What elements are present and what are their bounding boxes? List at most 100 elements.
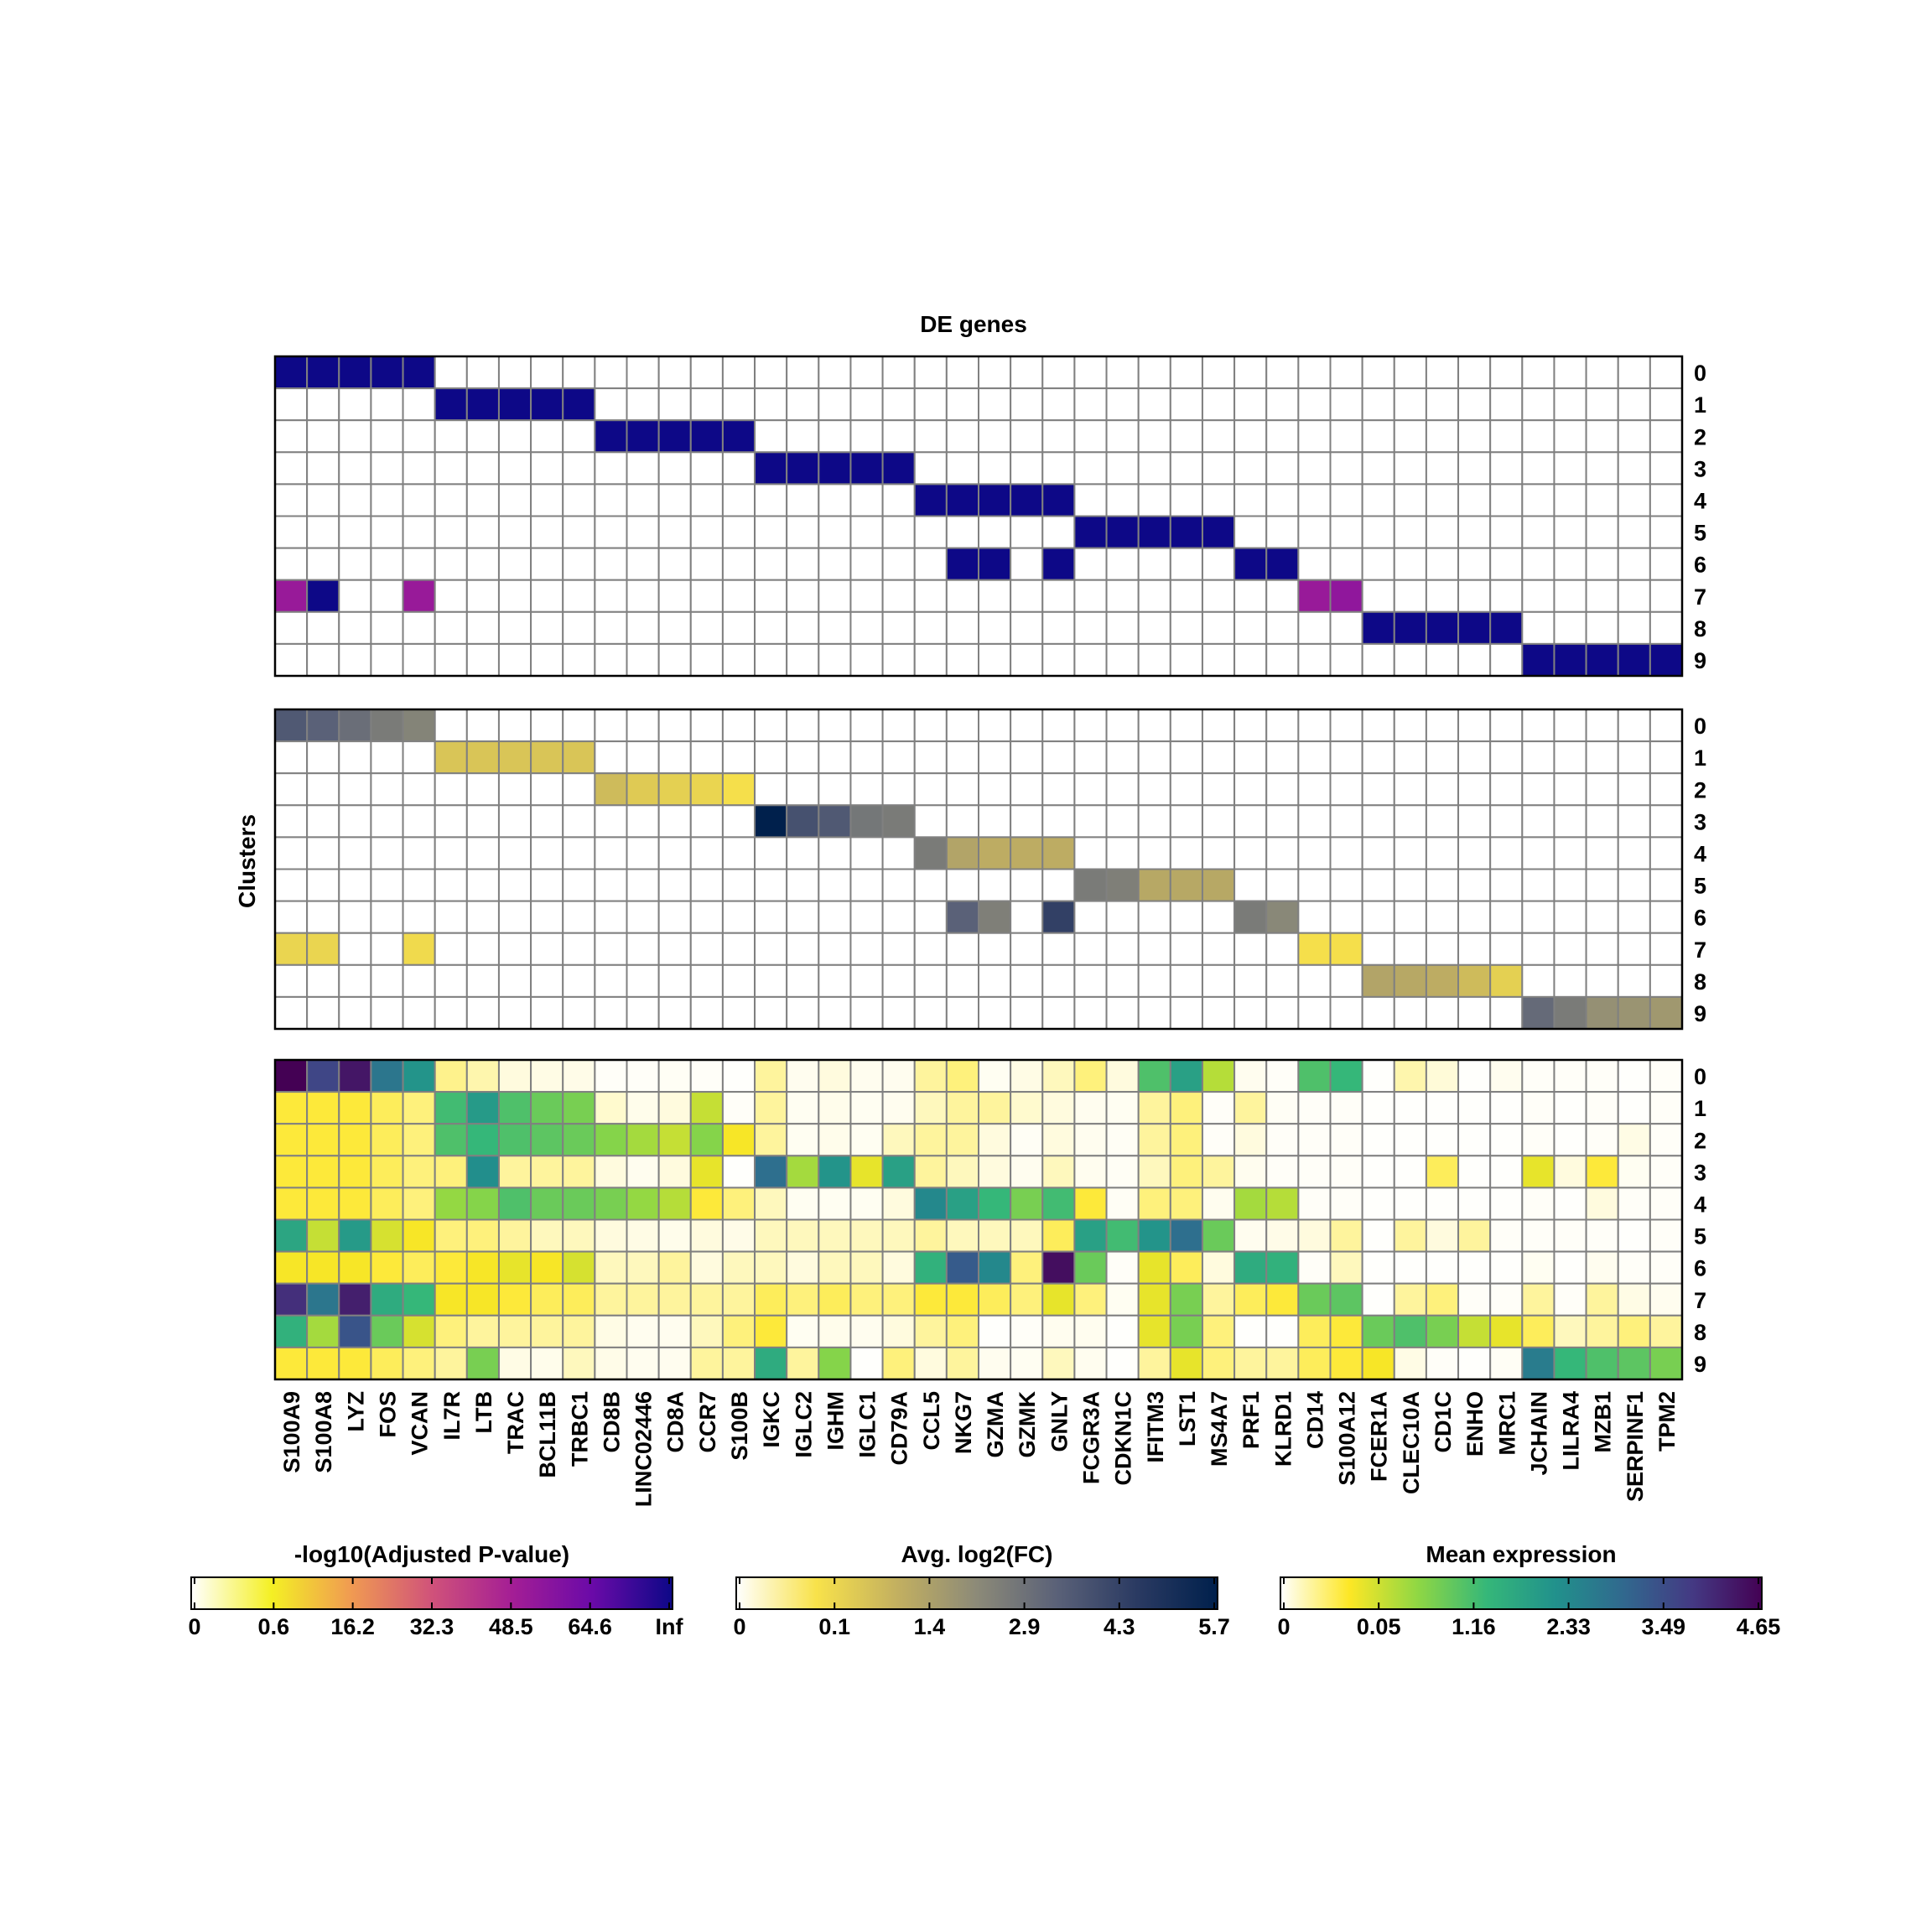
heatmap-cell xyxy=(881,1314,916,1348)
cluster-label: 5 xyxy=(1694,1224,1706,1249)
heatmap-cell xyxy=(530,1091,564,1125)
heatmap-cell xyxy=(370,836,404,870)
gene-label: LINC02446 xyxy=(631,1391,657,1507)
heatmap-cell xyxy=(562,740,596,775)
heatmap-cell xyxy=(1457,709,1492,743)
gene-label: LST1 xyxy=(1175,1391,1200,1446)
heatmap-cell xyxy=(1617,451,1651,486)
heatmap-cell xyxy=(786,610,820,645)
heatmap-cell xyxy=(786,1218,820,1253)
heatmap-cell xyxy=(594,836,628,870)
heatmap-cell xyxy=(1297,900,1332,934)
heatmap-cell xyxy=(370,642,404,678)
heatmap-cell xyxy=(849,579,884,613)
heatmap-cell xyxy=(689,1091,724,1125)
heatmap-cell xyxy=(978,836,1012,870)
heatmap-cell xyxy=(1361,642,1395,678)
heatmap-cell xyxy=(689,483,724,517)
heatmap-cell xyxy=(1361,1187,1395,1221)
cluster-label: 6 xyxy=(1694,1256,1706,1281)
heatmap-cell xyxy=(1329,772,1363,807)
gene-label: TRBC1 xyxy=(567,1391,592,1467)
heatmap-cell xyxy=(1457,451,1492,486)
heatmap-cell xyxy=(818,836,852,870)
heatmap-cell xyxy=(1585,579,1619,613)
cluster-label: 8 xyxy=(1694,1320,1706,1345)
heatmap-cell xyxy=(338,932,372,966)
heatmap-cell xyxy=(1329,836,1363,870)
heatmap-cell xyxy=(1201,1155,1236,1189)
heatmap-cell xyxy=(497,868,532,902)
heatmap-cell xyxy=(1457,1059,1492,1093)
heatmap-cell xyxy=(1265,1218,1300,1253)
heatmap-cell xyxy=(1521,963,1555,998)
heatmap-cell xyxy=(1233,1346,1268,1381)
heatmap-cell xyxy=(1169,1218,1203,1253)
heatmap-cell xyxy=(274,1091,309,1125)
heatmap-cell xyxy=(402,1123,436,1157)
heatmap-cell xyxy=(338,547,372,581)
heatmap-cell xyxy=(1010,579,1044,613)
heatmap-cell xyxy=(1233,610,1268,645)
heatmap-cell xyxy=(1041,1282,1076,1317)
heatmap-cell xyxy=(1361,963,1395,998)
heatmap-cell xyxy=(626,804,660,839)
heatmap-cell xyxy=(370,1155,404,1189)
heatmap-cell xyxy=(1297,1282,1332,1317)
heatmap-cell xyxy=(1489,387,1524,422)
heatmap-cell xyxy=(402,772,436,807)
heatmap-cell xyxy=(849,1346,884,1381)
heatmap-cell xyxy=(274,900,309,934)
heatmap-cell xyxy=(1169,1250,1203,1285)
heatmap-cell xyxy=(1233,451,1268,486)
cluster-label: 0 xyxy=(1694,714,1706,739)
heatmap-cell xyxy=(1521,451,1555,486)
heatmap-cell xyxy=(1169,1282,1203,1317)
heatmap-cell xyxy=(497,610,532,645)
heatmap-cell xyxy=(786,387,820,422)
heatmap-cell xyxy=(1010,868,1044,902)
heatmap-cell xyxy=(1489,515,1524,549)
heatmap-cell xyxy=(594,1218,628,1253)
heatmap-cell xyxy=(1297,1218,1332,1253)
gene-label: IGHM xyxy=(823,1391,848,1451)
heatmap-cell xyxy=(465,772,500,807)
gene-label: CD8B xyxy=(599,1391,624,1453)
heatmap-cell xyxy=(881,1282,916,1317)
heatmap-cell xyxy=(1425,356,1460,390)
heatmap-cell xyxy=(338,868,372,902)
heatmap-cell xyxy=(1489,1282,1524,1317)
heatmap-cell xyxy=(1617,387,1651,422)
heatmap-cell xyxy=(1361,1091,1395,1125)
heatmap-cell xyxy=(657,995,692,1031)
heatmap-cell xyxy=(1425,1282,1460,1317)
heatmap-cell xyxy=(689,356,724,390)
heatmap-cell xyxy=(1169,836,1203,870)
legend-title: Mean expression xyxy=(1426,1541,1616,1567)
heatmap-cell xyxy=(1393,1314,1427,1348)
heatmap-cell xyxy=(497,1187,532,1221)
heatmap-cell xyxy=(1521,419,1555,454)
heatmap-cell xyxy=(786,1059,820,1093)
panel-border xyxy=(273,355,1684,678)
heatmap-cell xyxy=(594,515,628,549)
heatmap-cell xyxy=(786,868,820,902)
heatmap-cell xyxy=(434,1346,468,1381)
heatmap-cell xyxy=(1041,642,1076,678)
heatmap-cell xyxy=(1329,419,1363,454)
heatmap-cell xyxy=(689,1346,724,1381)
heatmap-cell xyxy=(754,1218,788,1253)
heatmap-cell xyxy=(786,836,820,870)
heatmap-cell xyxy=(1073,1346,1108,1381)
heatmap-cell xyxy=(1617,547,1651,581)
heatmap-cell xyxy=(945,579,979,613)
heatmap-cell xyxy=(818,1187,852,1221)
heatmap-cell xyxy=(1425,995,1460,1031)
heatmap-cell xyxy=(1489,1187,1524,1221)
heatmap-cell xyxy=(818,804,852,839)
heatmap-cell xyxy=(1585,740,1619,775)
heatmap-cell xyxy=(978,642,1012,678)
heatmap-cell xyxy=(657,387,692,422)
gene-label: PRF1 xyxy=(1239,1391,1264,1449)
